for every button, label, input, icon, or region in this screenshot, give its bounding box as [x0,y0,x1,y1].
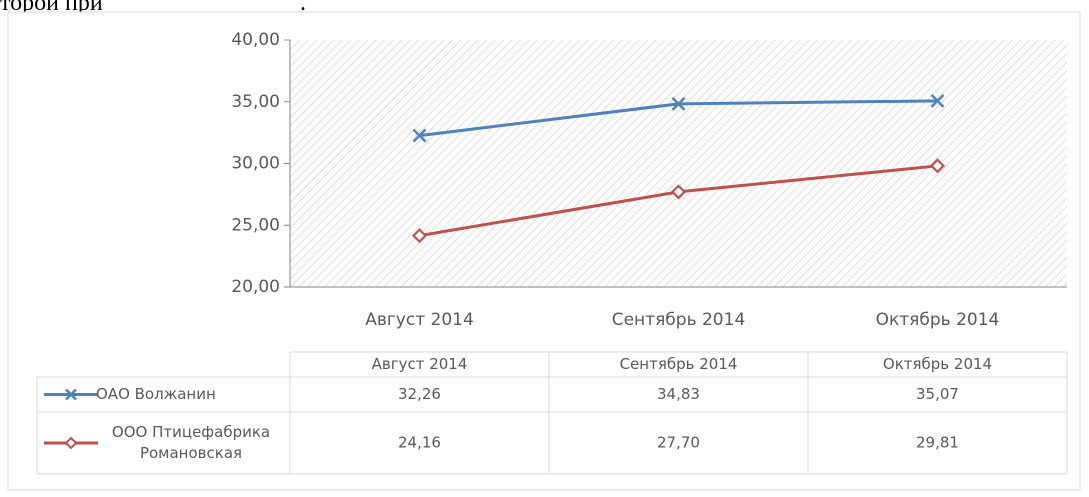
y-tick-label: 30,00 [231,154,280,174]
marker [670,184,687,200]
legend-entry: ООО Птицефабрика Романовская [96,412,286,474]
legend-entry: ОАО Волжанин [96,377,286,412]
table-cell: 32,26 [398,385,441,403]
y-tick-label: 25,00 [231,215,280,235]
marker [930,94,945,108]
table-header: Сентябрь 2014 [620,355,738,373]
x-tick-label: Октябрь 2014 [876,310,1000,330]
table-cell: 29,81 [916,434,959,452]
y-tick-label: 20,00 [231,277,280,297]
marker [412,128,427,143]
text-fragment: . [300,0,306,16]
y-tick-label: 40,00 [231,30,280,50]
legend-label: ООО Птицефабрика Романовская [111,423,271,462]
legend-marker [65,388,77,401]
table-cell: 24,16 [398,434,441,452]
table-header: Октябрь 2014 [883,355,992,373]
table-cell: 27,70 [657,434,700,452]
table-header: Август 2014 [372,355,468,373]
table-cell: 34,83 [657,385,700,403]
legend-marker [64,436,78,450]
x-tick-label: Сентябрь 2014 [612,310,746,330]
marker [411,228,428,244]
table-cell: 35,07 [916,385,959,403]
plot-area [290,40,1067,287]
x-tick-label: Август 2014 [365,310,474,330]
legend-label: ОАО Волжанин [96,385,216,403]
marker [929,158,946,174]
y-tick-label: 35,00 [231,92,280,112]
marker [671,96,686,111]
